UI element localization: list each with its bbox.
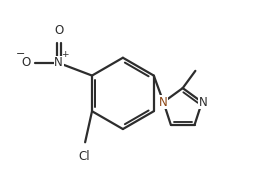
Text: N: N: [198, 96, 207, 109]
Text: O: O: [21, 56, 30, 69]
Text: N: N: [54, 56, 63, 69]
Text: N: N: [158, 96, 167, 109]
Text: −: −: [15, 49, 25, 59]
Text: Cl: Cl: [78, 150, 89, 163]
Text: O: O: [54, 24, 63, 37]
Text: +: +: [61, 50, 69, 59]
